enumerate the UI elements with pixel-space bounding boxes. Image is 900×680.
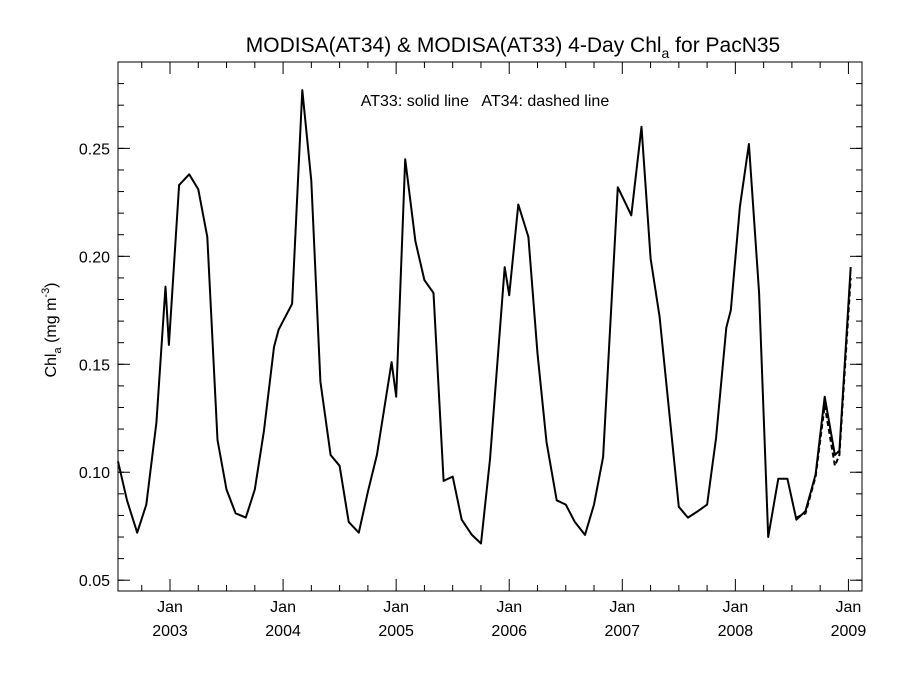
x-tick-label-year: 2006 bbox=[491, 623, 527, 640]
chart-title-suffix: for PacN35 bbox=[669, 34, 780, 57]
x-tick-label-year: 2007 bbox=[604, 623, 640, 640]
plot-frame bbox=[117, 61, 863, 592]
x-tick-label-month: Jan bbox=[270, 599, 296, 616]
x-tick-label-month: Jan bbox=[722, 599, 748, 616]
x-tick-label-month: Jan bbox=[383, 599, 409, 616]
y-axis-label-units-close: ) bbox=[43, 282, 60, 287]
x-tick-label-year: 2005 bbox=[378, 623, 414, 640]
y-tick-label: 0.10 bbox=[79, 465, 110, 482]
y-tick-label: 0.05 bbox=[79, 573, 110, 590]
y-axis-label-units-superscript: -3 bbox=[40, 288, 52, 298]
legend-annotation: AT33: solid line AT34: dashed line bbox=[361, 93, 610, 110]
y-axis-label: Chla (mg m-3) bbox=[40, 282, 64, 377]
x-tick-label-month: Jan bbox=[836, 599, 862, 616]
series-at34-dashed-line bbox=[795, 277, 852, 519]
x-tick-label-month: Jan bbox=[157, 599, 183, 616]
x-tick-label-year: 2004 bbox=[265, 623, 301, 640]
y-axis-label-main: Chl bbox=[43, 354, 60, 378]
y-tick-label: 0.20 bbox=[79, 249, 110, 266]
chart-title: MODISA(AT34) & MODISA(AT33) 4-Day Chla f… bbox=[246, 34, 780, 61]
y-tick-label: 0.15 bbox=[79, 357, 110, 374]
x-tick-label-year: 2003 bbox=[152, 623, 188, 640]
y-axis-label-units: (mg m bbox=[43, 298, 60, 348]
y-tick-label: 0.25 bbox=[79, 141, 110, 158]
x-tick-label-year: 2009 bbox=[831, 623, 867, 640]
x-tick-label-month: Jan bbox=[609, 599, 635, 616]
x-tick-label-year: 2008 bbox=[718, 623, 754, 640]
axes: 0.05 0.10 0.15 0.20 0.25 Jan 2003 Jan 2004 Jan 200… bbox=[79, 61, 867, 640]
y-axis-label-subscript: a bbox=[52, 347, 64, 354]
series-layer bbox=[117, 89, 852, 545]
series-at33-solid-line bbox=[117, 89, 852, 545]
chart-title-main: MODISA(AT34) & MODISA(AT33) 4-Day Chl bbox=[246, 34, 662, 57]
x-tick-label-month: Jan bbox=[496, 599, 522, 616]
chart-title-subscript: a bbox=[662, 45, 670, 61]
